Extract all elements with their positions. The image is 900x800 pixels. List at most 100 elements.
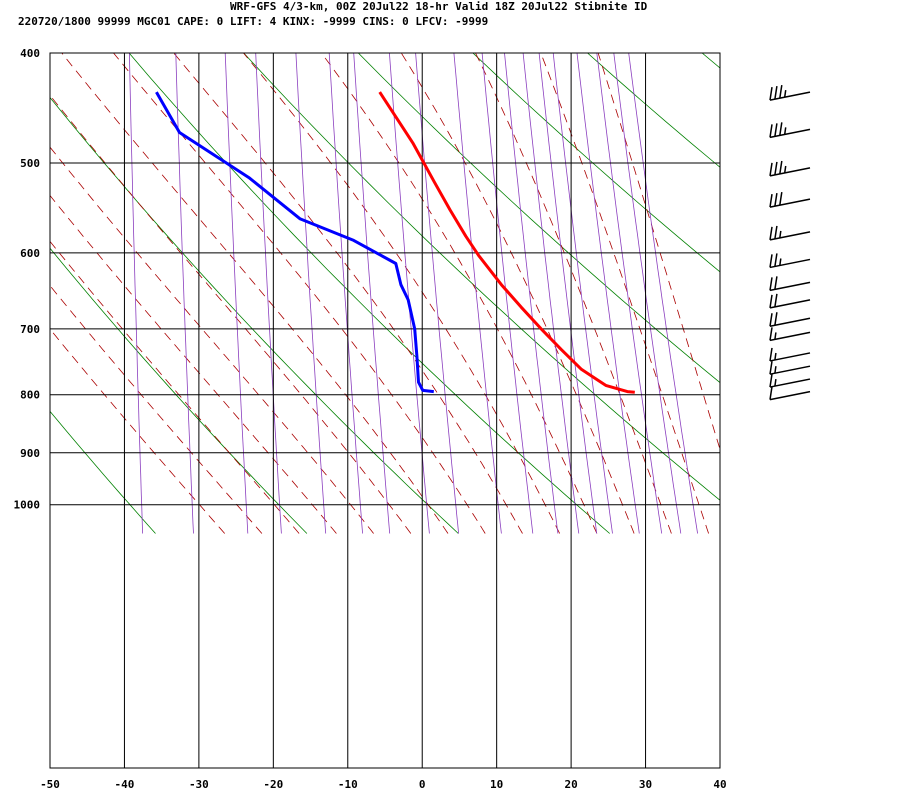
y-tick-label: 600 bbox=[20, 247, 40, 260]
wind-barb bbox=[769, 327, 811, 342]
moist-adiabat-line bbox=[50, 146, 374, 534]
x-tick-label: 20 bbox=[564, 778, 577, 791]
moist-adiabat-line bbox=[112, 53, 486, 534]
wind-barb-staff bbox=[769, 198, 811, 208]
mixing-ratio-line bbox=[628, 53, 698, 534]
mixing-ratio-line bbox=[388, 53, 430, 534]
dry-adiabat-line bbox=[128, 53, 610, 534]
moist-adiabat-line bbox=[50, 240, 300, 534]
dewpoint-line bbox=[155, 91, 434, 394]
mixing-ratio-line bbox=[538, 53, 598, 534]
axis-ticks: -50 -40 -30 -20 -10 0 10 20 30 40 400 500 600 700 800 9… bbox=[14, 47, 727, 791]
wind-barb-full bbox=[779, 85, 783, 99]
x-tick-label: -40 bbox=[115, 778, 135, 791]
y-tick-label: 800 bbox=[20, 389, 40, 402]
wind-barb-full bbox=[769, 86, 773, 101]
wind-barb-full bbox=[774, 276, 778, 290]
wind-barb bbox=[769, 192, 811, 208]
wind-barb-full bbox=[774, 312, 778, 326]
dry-adiabat-line bbox=[586, 53, 720, 168]
wind-barb-full bbox=[774, 161, 778, 176]
mixing-ratio-line bbox=[328, 53, 363, 534]
wind-barb-full bbox=[769, 386, 773, 400]
dry-adiabat-line bbox=[785, 28, 900, 534]
moist-adiabat-line bbox=[475, 53, 672, 534]
wind-barb-staff bbox=[769, 299, 811, 309]
wind-barb-half bbox=[774, 332, 777, 340]
mixing-ratio-line bbox=[504, 53, 559, 534]
wind-barb-half bbox=[783, 127, 787, 135]
moist-adiabat-line bbox=[242, 53, 561, 534]
wind-barb bbox=[769, 253, 811, 269]
moist-adiabat-line bbox=[173, 53, 523, 534]
wind-barb-full bbox=[769, 194, 773, 208]
wind-barb bbox=[769, 347, 811, 362]
wind-barb-staff bbox=[769, 390, 811, 401]
dry-adiabat-line bbox=[357, 53, 720, 384]
wind-barb-staff bbox=[769, 258, 811, 269]
header-line-2: 220720/1800 99999 MGC01 CAPE: 0 LIFT: 4 … bbox=[18, 15, 488, 28]
moist-adiabat-line bbox=[50, 94, 412, 534]
wind-barb-half bbox=[774, 378, 777, 387]
moist-adiabat-line bbox=[61, 53, 449, 534]
wind-barb-staff bbox=[769, 378, 811, 388]
wind-barb-full bbox=[779, 160, 783, 175]
wind-barb bbox=[769, 276, 811, 292]
wind-barb bbox=[769, 312, 811, 327]
wind-barb-full bbox=[774, 253, 778, 267]
plot-frame bbox=[49, 52, 721, 769]
mixing-ratio-line bbox=[481, 53, 534, 534]
grid bbox=[50, 53, 720, 768]
wind-barb-full bbox=[769, 294, 773, 308]
wind-barb-staff bbox=[769, 331, 811, 342]
wind-barb-full bbox=[769, 254, 773, 268]
wind-barb-staff bbox=[769, 91, 811, 101]
wind-barb-full bbox=[769, 277, 773, 291]
wind-barb bbox=[769, 225, 811, 241]
wind-barb-full bbox=[779, 192, 783, 206]
mixing-ratio-line bbox=[522, 53, 580, 534]
x-tick-label: 10 bbox=[490, 778, 503, 791]
wind-barb-full bbox=[769, 347, 773, 362]
y-tick-label: 1000 bbox=[14, 499, 41, 512]
x-tick-label: -20 bbox=[263, 778, 283, 791]
dry-adiabat-line bbox=[472, 53, 720, 273]
wind-barbs bbox=[769, 85, 811, 401]
wind-barb-staff bbox=[769, 231, 811, 241]
mixing-ratio-line bbox=[613, 53, 682, 534]
moist-adiabat-line bbox=[540, 53, 709, 534]
wind-barb-full bbox=[774, 123, 778, 137]
moist-adiabat-line bbox=[320, 53, 598, 534]
temperature-line bbox=[378, 91, 635, 394]
wind-barb bbox=[769, 373, 811, 388]
x-tick-label: 40 bbox=[713, 778, 726, 791]
x-tick-label: 30 bbox=[639, 778, 652, 791]
wind-barb-full bbox=[774, 293, 778, 308]
y-tick-label: 500 bbox=[20, 157, 40, 170]
wind-barb-full bbox=[769, 327, 773, 341]
dry-adiabat-line bbox=[50, 410, 156, 534]
wind-barb bbox=[769, 386, 811, 401]
wind-barb-full bbox=[769, 361, 773, 375]
sounding-series bbox=[155, 91, 635, 394]
wind-barb-full bbox=[769, 226, 773, 241]
dry-adiabat-line bbox=[243, 53, 720, 501]
wind-barb-staff bbox=[769, 167, 811, 177]
wind-barb-full bbox=[769, 124, 773, 138]
wind-barb-full bbox=[774, 225, 778, 240]
wind-barb bbox=[769, 85, 811, 101]
mixing-ratio-line bbox=[453, 53, 502, 534]
wind-barb-half bbox=[779, 258, 782, 266]
wind-barb-full bbox=[774, 193, 778, 207]
mixing-ratio-line bbox=[353, 53, 391, 534]
wind-barb-staff bbox=[769, 317, 811, 327]
moist-adiabat-line bbox=[597, 53, 720, 451]
wind-barb bbox=[769, 160, 811, 177]
mixing-ratio-line bbox=[596, 53, 663, 534]
background-lines bbox=[50, 28, 900, 534]
mixing-ratio-line bbox=[415, 53, 459, 534]
y-tick-label: 400 bbox=[20, 47, 40, 60]
wind-barb-staff bbox=[769, 128, 811, 139]
mixing-ratio-line bbox=[552, 53, 613, 534]
